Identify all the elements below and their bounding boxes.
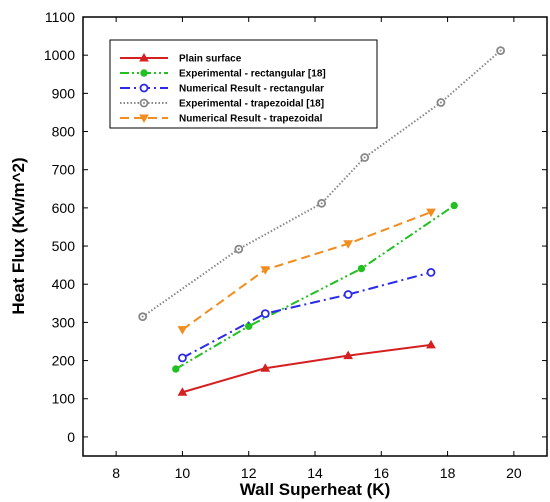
x-tick-label: 12	[241, 465, 257, 481]
data-point	[426, 208, 436, 218]
series-layer	[138, 46, 506, 396]
data-point	[317, 198, 327, 208]
legend-label: Numerical Result - rectangular	[179, 84, 324, 95]
y-axis: 0 100 200 300 400 500 600 700 800 900 1000 1100	[44, 9, 547, 445]
y-tick-label: 900	[52, 85, 76, 101]
series-1	[177, 339, 436, 396]
legend-entry: Experimental - trapezoidal [18]	[120, 99, 324, 110]
data-point	[245, 322, 253, 330]
data-point	[450, 201, 458, 210]
data-point	[140, 69, 148, 77]
x-tick-label: 14	[307, 465, 323, 481]
legend-label: Experimental - rectangular [18]	[179, 69, 326, 80]
x-axis: 8 10 12 14 16 18 20	[112, 17, 522, 481]
data-point	[172, 365, 180, 373]
y-tick-label: 700	[52, 162, 76, 178]
y-tick-label: 100	[52, 391, 76, 407]
x-tick-label: 20	[506, 465, 522, 481]
data-point	[360, 153, 370, 162]
y-tick-label: 500	[52, 238, 76, 254]
data-point	[234, 244, 244, 254]
series-line	[182, 343, 432, 394]
legend-entry: Numerical Result - trapezoidal	[120, 114, 323, 125]
data-point	[496, 46, 506, 55]
data-point	[426, 339, 436, 349]
series-line	[175, 204, 455, 370]
y-tick-label: 800	[52, 124, 76, 140]
legend: Plain surface Experimental - rectangular …	[109, 39, 378, 129]
data-point	[139, 98, 149, 108]
legend-label: Plain surface	[179, 54, 242, 65]
data-point	[139, 114, 149, 124]
x-tick-label: 8	[112, 465, 120, 481]
legend-box	[109, 39, 378, 129]
series-4	[138, 46, 506, 322]
series-3	[178, 267, 436, 363]
data-point	[260, 363, 271, 372]
y-tick-label: 1000	[44, 47, 75, 63]
y-tick-label: 200	[52, 353, 76, 369]
series-line	[181, 211, 432, 331]
x-tick-label: 10	[175, 465, 191, 481]
y-tick-label: 1100	[45, 9, 75, 25]
data-point	[343, 240, 354, 249]
data-point	[177, 326, 188, 335]
series-5	[177, 208, 436, 335]
legend-label: Numerical Result - trapezoidal	[179, 114, 323, 125]
y-tick-label: 300	[52, 314, 76, 330]
x-tick-label: 16	[373, 465, 389, 481]
data-point	[177, 387, 188, 396]
series-line	[142, 49, 502, 318]
data-point	[139, 83, 149, 93]
data-point	[426, 267, 436, 277]
legend-entry: Experimental - rectangular [18]	[120, 69, 326, 80]
data-point	[260, 309, 270, 319]
y-tick-label: 400	[52, 276, 76, 292]
data-point	[357, 264, 366, 273]
data-point	[260, 266, 271, 275]
y-tick-label: 0	[67, 429, 75, 445]
data-point	[178, 353, 187, 363]
y-tick-label: 600	[52, 200, 76, 216]
series-2	[172, 201, 458, 373]
x-axis-title: Wall Superheat (K)	[240, 480, 391, 499]
data-point	[138, 312, 148, 322]
data-point	[343, 290, 353, 299]
legend-entry: Numerical Result - rectangular	[120, 84, 324, 95]
legend-entry: Plain surface	[120, 52, 242, 65]
y-axis-title: Heat Flux (Kw/m^2)	[9, 157, 28, 314]
series-line	[181, 271, 432, 359]
data-point	[343, 350, 354, 360]
data-point	[139, 52, 149, 62]
x-tick-label: 18	[440, 465, 456, 481]
legend-label: Experimental - trapezoidal [18]	[179, 99, 324, 110]
data-point	[436, 98, 446, 107]
